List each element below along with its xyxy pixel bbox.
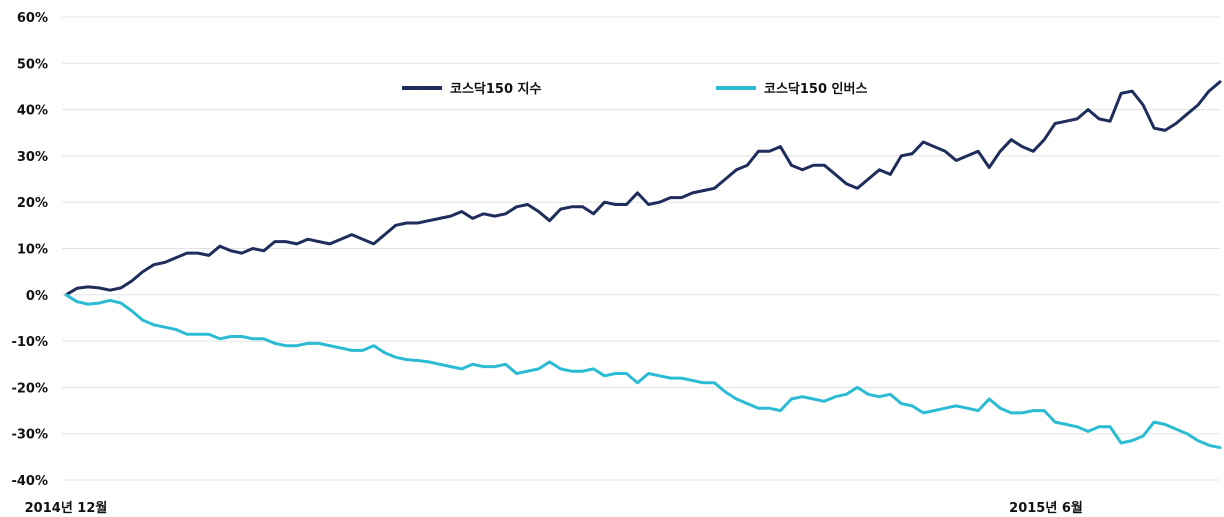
x-axis-ticks: 2014년 12월 2015년 6월 xyxy=(25,500,1083,516)
series-line-1 xyxy=(64,293,1222,450)
legend: 코스닥150 지수 코스닥150 인버스 xyxy=(402,81,867,97)
y-tick-label: -10% xyxy=(11,335,48,350)
y-axis-ticks: 60% 50% 40% 30% 20% 10% 0% -10% -20% -30% -40% xyxy=(11,11,48,489)
y-tick-label: 0% xyxy=(26,289,48,304)
x-tick-label: 2015년 6월 xyxy=(1009,500,1083,516)
legend-label: 코스닥150 지수 xyxy=(450,81,542,97)
y-tick-label: 60% xyxy=(17,11,48,26)
y-tick-label: 50% xyxy=(17,57,48,72)
series-lines xyxy=(64,80,1222,450)
legend-label: 코스닥150 인버스 xyxy=(764,81,867,97)
series-line-0 xyxy=(64,80,1222,297)
y-tick-label: -20% xyxy=(11,381,48,396)
gridlines xyxy=(62,16,1220,481)
x-tick-label: 2014년 12월 xyxy=(25,500,108,516)
y-tick-label: 30% xyxy=(17,150,48,165)
y-tick-label: -40% xyxy=(11,474,48,489)
y-tick-label: 10% xyxy=(17,243,48,258)
y-tick-label: -30% xyxy=(11,428,48,443)
y-tick-label: 20% xyxy=(17,196,48,211)
y-tick-label: 40% xyxy=(17,104,48,119)
